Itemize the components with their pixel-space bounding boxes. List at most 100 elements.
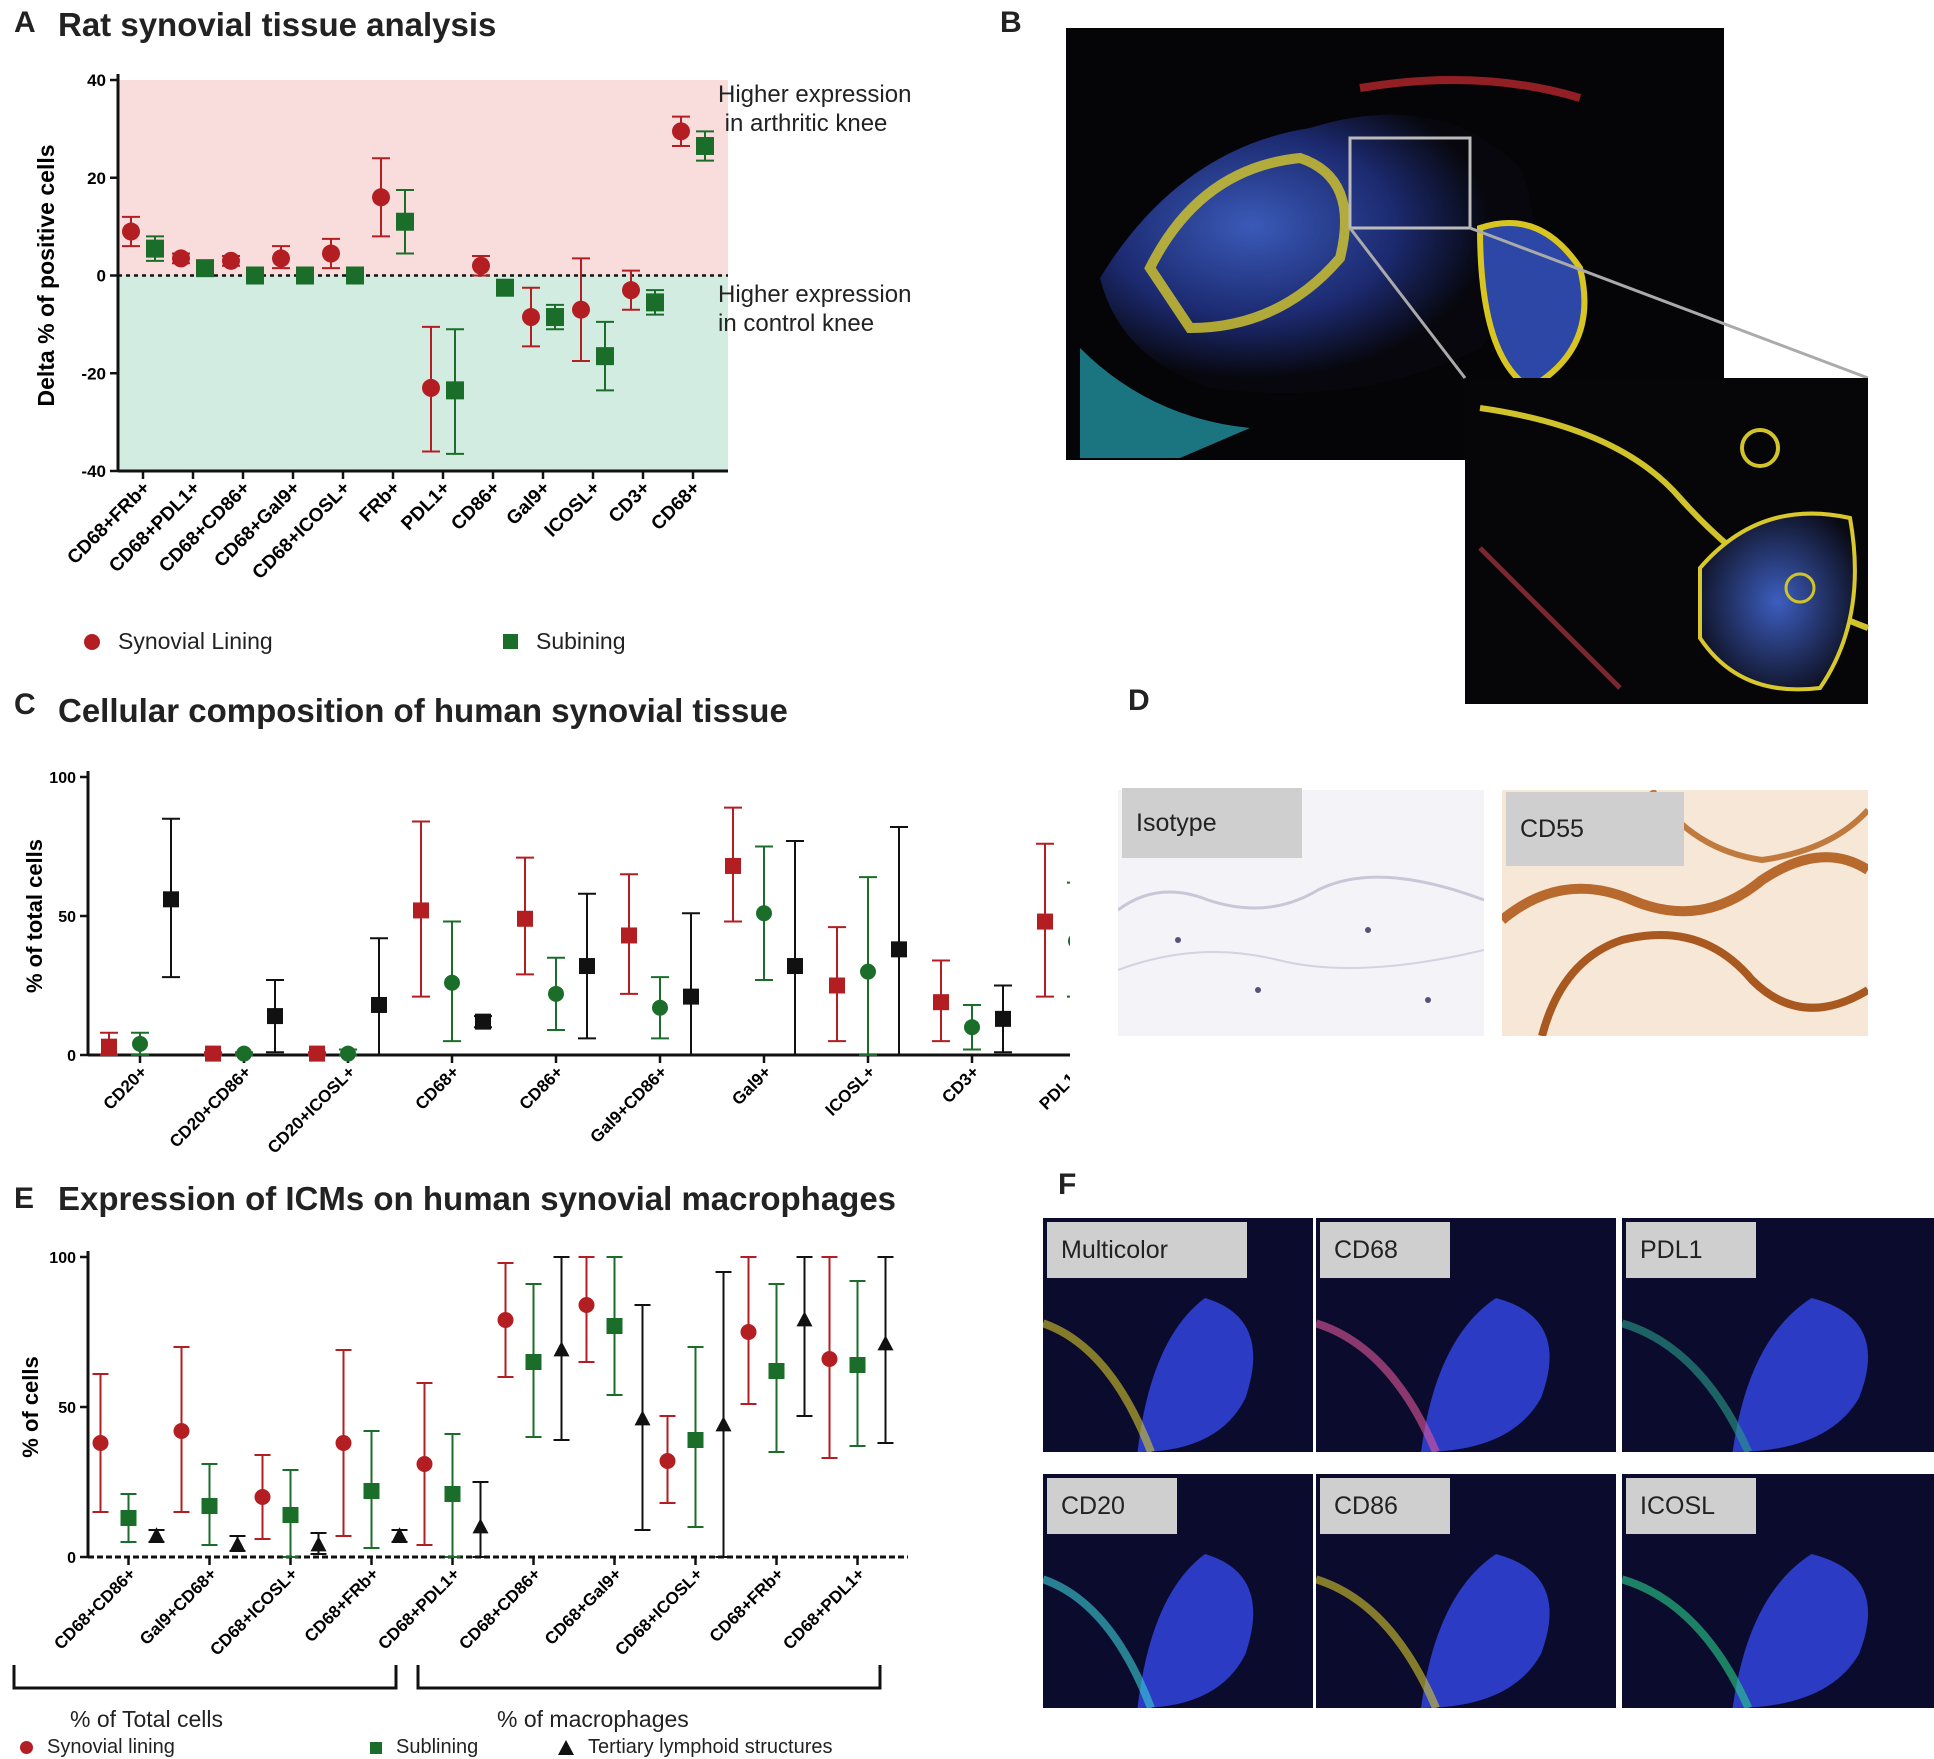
- data-point: [322, 244, 340, 263]
- x-tick-label: CD68+PDL1+: [374, 1564, 463, 1653]
- x-tick-label: PDL1+: [1036, 1062, 1070, 1113]
- legend-e-tls: Tertiary lymphoid structures: [558, 1736, 833, 1759]
- data-point: [517, 910, 533, 927]
- legend-a-label-1: Synovial Lining: [118, 628, 273, 654]
- stain-signal: [1316, 1319, 1440, 1452]
- data-point: [272, 249, 290, 268]
- y-tick-label: 0: [97, 267, 106, 286]
- data-point: [860, 963, 876, 980]
- data-point: [267, 1008, 283, 1025]
- data-point: [444, 1486, 461, 1502]
- data-point: [891, 941, 907, 958]
- data-point: [849, 1357, 866, 1373]
- data-point: [715, 1416, 732, 1432]
- data-point: [606, 1318, 623, 1334]
- panel-c-title: Cellular composition of human synovial t…: [58, 692, 788, 729]
- x-tick-label: Gal9+CD68+: [136, 1564, 220, 1648]
- tile-tag: Multicolor: [1047, 1222, 1247, 1278]
- bracket-total-cells: [12, 1665, 398, 1690]
- data-point: [132, 1035, 148, 1052]
- chart-c: 0 50 100 % of total cells CD20+ CD20+CD86+ CD2…: [22, 770, 1070, 1157]
- x-tick-label: CD68+PDL1+: [779, 1564, 868, 1653]
- data-point: [236, 1045, 252, 1062]
- data-point: [796, 1311, 813, 1327]
- legend-e-label-3: Tertiary lymphoid structures: [588, 1736, 833, 1758]
- data-point: [496, 278, 514, 297]
- panel-a-title: Rat synovial tissue analysis: [58, 6, 497, 43]
- data-point: [596, 347, 614, 366]
- x-tick-label: CD68+Gal9+: [541, 1564, 625, 1648]
- data-point: [829, 977, 845, 994]
- data-point: [553, 1341, 570, 1357]
- data-point: [687, 1432, 704, 1448]
- data-point: [340, 1045, 356, 1062]
- zoom-region-box: [1348, 136, 1472, 230]
- legend-a-synovial-lining: Synovial Lining: [84, 628, 273, 655]
- data-point: [548, 985, 564, 1002]
- legend-a-label-2: Subining: [536, 628, 626, 654]
- data-point: [672, 122, 690, 141]
- data-point: [995, 1010, 1011, 1027]
- stain-signal: [1622, 1319, 1753, 1452]
- x-tick-label: CD68+FRb+: [301, 1564, 383, 1646]
- x-tick-label: CD20+ICOSL+: [264, 1062, 359, 1157]
- panel-a-letter: A: [14, 6, 36, 39]
- data-point: [768, 1363, 785, 1379]
- data-point: [222, 251, 240, 270]
- y-tick-label: -20: [81, 364, 106, 383]
- data-point: [172, 249, 190, 268]
- data-point: [205, 1045, 221, 1062]
- data-point: [254, 1489, 271, 1505]
- x-tick-label: CD68+ICOSL+: [206, 1564, 301, 1659]
- x-tick-label: CD3+: [938, 1062, 983, 1107]
- tissue-region: [1421, 1298, 1550, 1452]
- stain-signal: [1316, 1575, 1440, 1708]
- x-tick-label: CD20+: [100, 1062, 151, 1113]
- data-point: [173, 1423, 190, 1439]
- x-tick-label: ICOSL+: [822, 1062, 879, 1119]
- panel-e-title: Expression of ICMs on human synovial mac…: [58, 1180, 897, 1217]
- data-point: [335, 1435, 352, 1451]
- tissue-region: [1421, 1554, 1550, 1708]
- tissue-region: [1732, 1554, 1869, 1708]
- data-point: [282, 1507, 299, 1523]
- data-point: [310, 1536, 327, 1552]
- fluorescence-tile: [1316, 1474, 1616, 1708]
- x-tick-label: CD20+CD86+: [166, 1062, 255, 1151]
- data-point: [621, 927, 637, 944]
- x-tick-label: Gal9+CD86+: [587, 1062, 671, 1146]
- data-point: [413, 902, 429, 919]
- data-point: [787, 958, 803, 975]
- data-point: [396, 212, 414, 231]
- data-point: [446, 381, 464, 400]
- tile-tag: CD68: [1320, 1222, 1450, 1278]
- tile-tag: ICOSL: [1626, 1478, 1756, 1534]
- legend-a-subining: Subining: [503, 628, 626, 655]
- panel-c-letter: C: [14, 688, 36, 721]
- y-tick-label: 100: [49, 770, 76, 787]
- data-point: [391, 1527, 408, 1543]
- data-point: [422, 378, 440, 397]
- panel-d-letter: D: [1128, 684, 1150, 717]
- data-point: [472, 1518, 489, 1534]
- x-tick-label: CD86+: [447, 478, 504, 535]
- stain-signal: [1622, 1575, 1753, 1708]
- data-point: [1037, 913, 1053, 930]
- data-point: [756, 905, 772, 922]
- data-point: [1068, 935, 1070, 947]
- data-point: [296, 266, 314, 285]
- data-point: [683, 988, 699, 1005]
- legend-e-sublining: Sublining: [370, 1736, 478, 1759]
- data-point: [740, 1324, 757, 1340]
- bracket-macrophages: [416, 1665, 882, 1690]
- data-point: [475, 1013, 491, 1030]
- fluorescence-tile: [1622, 1218, 1934, 1452]
- band-higher-arthritic: [118, 80, 728, 276]
- stain-signal: [1043, 1575, 1155, 1708]
- note-higher-arthritic: Higher expression in arthritic knee: [718, 80, 911, 138]
- data-point: [309, 1045, 325, 1062]
- legend-e-synovial-lining: Synovial lining: [20, 1736, 175, 1759]
- y-tick-label: 50: [58, 1400, 76, 1417]
- data-point: [92, 1435, 109, 1451]
